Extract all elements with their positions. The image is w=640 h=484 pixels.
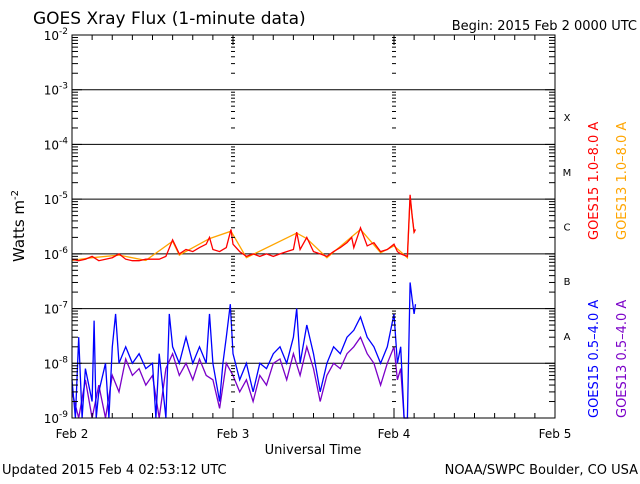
legend-entry: GOES13 0.5–4.0 A bbox=[615, 300, 630, 418]
source-credit: NOAA/SWPC Boulder, CO USA bbox=[445, 463, 638, 478]
flare-class-label: X bbox=[564, 113, 571, 124]
flare-class-label: M bbox=[563, 168, 572, 179]
updated-timestamp: Updated 2015 Feb 4 02:53:12 UTC bbox=[2, 463, 227, 478]
x-tick-label: Feb 3 bbox=[217, 427, 250, 441]
flare-class-label: C bbox=[564, 223, 571, 234]
series-line bbox=[71, 282, 417, 419]
x-tick-label: Feb 4 bbox=[378, 427, 411, 441]
flare-class-label: A bbox=[564, 332, 571, 343]
y-tick-label: 10-7 bbox=[44, 301, 68, 317]
flare-class-label: B bbox=[564, 277, 571, 288]
chart-title: GOES Xray Flux (1-minute data) bbox=[33, 9, 306, 29]
legend-entry: GOES15 1.0–8.0 A bbox=[587, 122, 602, 240]
y-tick-label: 10-4 bbox=[44, 136, 69, 152]
begin-label: Begin: 2015 Feb 2 0000 UTC bbox=[452, 19, 637, 34]
x-tick-label: Feb 5 bbox=[539, 427, 572, 441]
grid bbox=[72, 89, 555, 364]
series-line bbox=[71, 196, 415, 262]
y-tick-label: 10-6 bbox=[44, 246, 69, 262]
y-tick-label: 10-9 bbox=[44, 410, 69, 426]
legend-entry: GOES15 0.5–4.0 A bbox=[587, 300, 602, 418]
y-axis-label-text: Watts m bbox=[10, 200, 28, 262]
y-tick-label: 10-2 bbox=[44, 27, 68, 43]
x-tick-label: Feb 2 bbox=[56, 427, 89, 441]
x-axis-label: Universal Time bbox=[265, 443, 362, 458]
series-group bbox=[71, 194, 417, 419]
y-tick-label: 10-8 bbox=[44, 355, 69, 371]
y-tick-label: 10-5 bbox=[44, 191, 68, 207]
legend-entry: GOES13 1.0–8.0 A bbox=[615, 122, 630, 240]
y-tick-label: 10-3 bbox=[44, 82, 68, 98]
plot-frame bbox=[71, 34, 556, 419]
series-line bbox=[71, 335, 409, 419]
legend: GOES15 1.0–8.0 A GOES13 1.0–8.0 A GOES15 0… bbox=[587, 122, 630, 418]
y-axis-label-superscript: -2 bbox=[10, 190, 21, 200]
y-axis-label: Watts m-2 bbox=[10, 190, 28, 262]
series-line bbox=[71, 194, 417, 262]
